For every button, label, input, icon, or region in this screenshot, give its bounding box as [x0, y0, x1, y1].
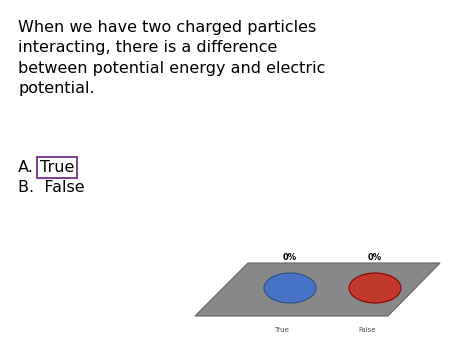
Text: B.  False: B. False: [18, 180, 85, 195]
Text: False: False: [358, 327, 376, 333]
Ellipse shape: [349, 273, 401, 303]
Polygon shape: [195, 263, 440, 316]
Text: When we have two charged particles
interacting, there is a difference
between po: When we have two charged particles inter…: [18, 20, 325, 96]
Text: True: True: [40, 160, 74, 175]
Text: A.: A.: [18, 160, 34, 175]
Text: 0%: 0%: [283, 253, 297, 262]
Text: True: True: [274, 327, 289, 333]
Ellipse shape: [264, 273, 316, 303]
Text: 0%: 0%: [368, 253, 382, 262]
